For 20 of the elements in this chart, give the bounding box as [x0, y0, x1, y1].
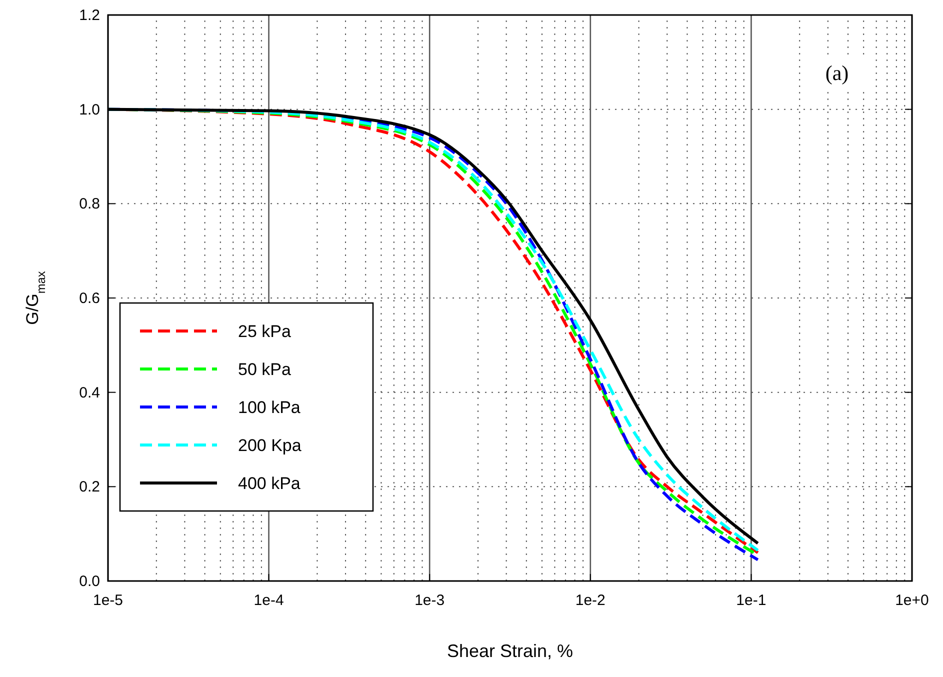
y-tick-label: 1.0 — [79, 101, 100, 118]
y-tick-label: 0.0 — [79, 573, 100, 590]
legend-label: 100 kPa — [238, 398, 301, 417]
y-tick-label: 1.2 — [79, 7, 100, 24]
x-tick-label: 1e-1 — [736, 592, 766, 609]
x-axis-title: Shear Strain, % — [446, 641, 574, 661]
x-tick-label: 1e-2 — [575, 592, 606, 609]
x-tick-label: 1e-3 — [414, 592, 445, 609]
y-tick-label: 0.8 — [79, 196, 100, 213]
x-tick-label: 1e+0 — [895, 592, 929, 609]
legend-label: 25 kPa — [238, 322, 292, 341]
y-tick-label: 0.2 — [79, 478, 100, 496]
y-tick-label: 0.4 — [79, 384, 100, 402]
x-tick-label: 1e-4 — [254, 592, 284, 609]
x-tick-label: 1e-5 — [92, 592, 124, 609]
legend-label: 200 Kpa — [238, 436, 302, 455]
annotation: (a) — [825, 61, 849, 85]
legend-label: 400 kPa — [238, 474, 301, 493]
legend-label: 50 kPa — [238, 360, 292, 379]
y-tick-label: 0.6 — [79, 290, 100, 307]
